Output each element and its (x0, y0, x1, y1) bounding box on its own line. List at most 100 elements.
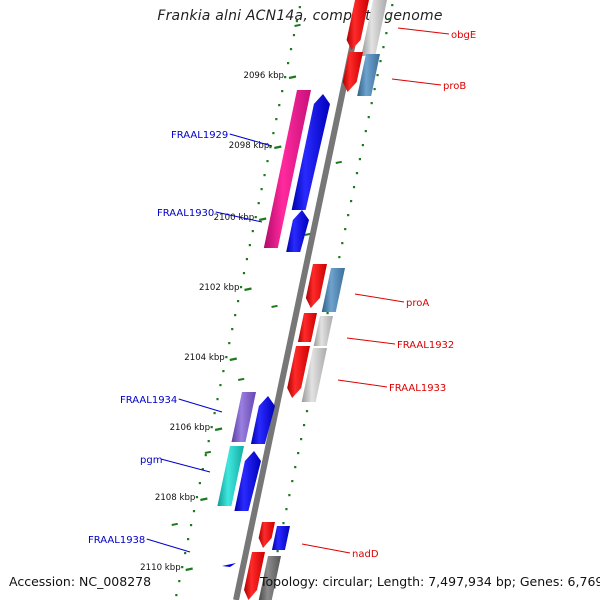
gene-label-plus[interactable]: obgE (451, 30, 476, 41)
gene-proA-red[interactable] (305, 264, 327, 308)
gene-leader-line (146, 538, 191, 553)
accession-text: Accession: NC_008278 (9, 574, 152, 589)
gene-FRAAL1933-red[interactable] (287, 346, 310, 398)
minor-tick (304, 232, 311, 236)
track-dot (184, 552, 187, 555)
gene-FRAAL1933-silver[interactable] (301, 348, 327, 402)
tick-mark (185, 567, 193, 572)
genome-summary-text: Topology: circular; Length: 7,497,934 bp… (260, 574, 600, 589)
track-dot (175, 594, 178, 597)
gene-proB-red[interactable] (342, 52, 363, 92)
gene-label-minus[interactable]: FRAAL1938 (88, 535, 145, 546)
gene-nadD-red[interactable] (258, 522, 275, 548)
track-dot (338, 256, 341, 259)
track-dot (213, 412, 216, 415)
gene-leader-line (301, 543, 351, 554)
tick-label: 2110 kbp (140, 563, 181, 573)
gene-FRAAL1934-blue[interactable] (250, 396, 275, 444)
track-dot (260, 188, 263, 191)
left-dotted-track (175, 6, 301, 597)
gene-label-minus[interactable]: FRAAL1934 (120, 395, 177, 406)
tick-label: 2102 kbp (199, 283, 240, 293)
small-blue-arrow (222, 563, 236, 567)
gene-FRAAL1929-blue[interactable] (291, 94, 330, 210)
gene-label-plus[interactable]: proA (406, 298, 429, 309)
tick-label: 2108 kbp (155, 493, 196, 503)
gene-label-plus[interactable]: FRAAL1933 (389, 383, 446, 394)
track-dot (251, 230, 254, 233)
gene-leader-line (391, 78, 442, 86)
minor-tick (204, 450, 212, 454)
track-dot (302, 424, 306, 427)
track-dot (254, 216, 257, 219)
tick-label: 2100 kbp (214, 213, 255, 223)
track-dot (225, 356, 228, 359)
gene-leader-line (229, 133, 273, 147)
gene-label-plus[interactable]: FRAAL1932 (397, 340, 454, 351)
track-dot (382, 46, 385, 49)
track-dot (364, 130, 367, 133)
track-dot (204, 454, 207, 457)
gene-proA-steel[interactable] (321, 268, 345, 312)
track-dot (352, 186, 356, 189)
tick-label: 2098 kbp (229, 141, 270, 151)
gene-leader-line (160, 458, 211, 473)
track-dot (222, 370, 225, 373)
tick-mark (200, 497, 208, 502)
track-dot (355, 172, 359, 175)
track-dot (305, 410, 309, 413)
gene-label-plus[interactable]: proB (443, 81, 466, 92)
track-dot (257, 202, 260, 205)
gene-FRAAL1930-blue[interactable] (286, 210, 309, 252)
tick-label: 2104 kbp (184, 353, 225, 363)
gene-pgm-teal[interactable] (217, 446, 244, 506)
track-dot (291, 480, 294, 483)
gene-FRAAL1929-magenta[interactable] (263, 90, 311, 248)
track-dot (284, 76, 287, 79)
track-dot (276, 550, 279, 553)
minor-tick (294, 23, 301, 27)
gene-leader-line (337, 379, 388, 388)
track-dot (350, 200, 353, 203)
track-dot (391, 4, 394, 7)
track-dot (198, 482, 201, 485)
minor-tick (271, 304, 278, 308)
track-dot (288, 494, 291, 497)
gene-leader-line (397, 27, 450, 35)
gene-label-plus[interactable]: nadD (352, 549, 379, 560)
track-dot (347, 214, 350, 217)
track-dot (361, 144, 364, 147)
track-dot (297, 452, 300, 455)
gene-leader-line (178, 398, 223, 413)
track-dot (269, 146, 272, 149)
track-dot (367, 116, 370, 119)
track-dot (282, 522, 285, 525)
tick-mark (214, 427, 223, 432)
gene-FRAAL1934-purple[interactable] (231, 392, 257, 442)
gene-label-minus[interactable]: FRAAL1929 (171, 130, 228, 141)
gene-red-bottom[interactable] (244, 552, 265, 600)
gene-label-minus[interactable]: pgm (140, 455, 162, 466)
track-dot (272, 132, 275, 135)
gene-obgE-silver[interactable] (361, 0, 387, 56)
track-dot (373, 88, 376, 91)
gene-FRAAL1932-silver[interactable] (313, 316, 333, 346)
track-dot (187, 538, 190, 541)
gene-obgE-red[interactable] (346, 0, 369, 50)
tick-label: 2106 kbp (170, 423, 211, 433)
gene-grey-bottom[interactable] (258, 556, 281, 600)
track-dot (237, 300, 240, 303)
track-dot (234, 314, 237, 317)
track-dot (231, 328, 234, 331)
track-dot (266, 160, 269, 163)
gene-label-minus[interactable]: FRAAL1930 (157, 208, 214, 219)
tick-mark (229, 357, 238, 362)
track-dot (178, 580, 181, 583)
gene-leader-line (215, 211, 263, 223)
gene-proB-steel[interactable] (357, 54, 380, 96)
gene-nadD-blue[interactable] (271, 526, 290, 550)
gene-FRAAL1932-red[interactable] (297, 313, 317, 342)
track-dot (289, 48, 293, 51)
gene-pgm-blue[interactable] (234, 451, 261, 511)
tick-mark (288, 75, 297, 80)
